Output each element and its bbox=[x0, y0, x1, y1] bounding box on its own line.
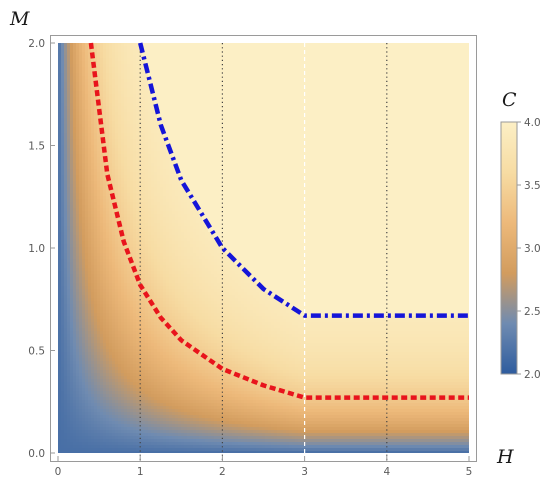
x-axis-ticks: 0 1 2 3 4 5 bbox=[55, 456, 473, 478]
y-tick-label: 0.0 bbox=[28, 448, 45, 460]
x-tick-label: 1 bbox=[137, 466, 144, 478]
y-tick-label: 0.5 bbox=[28, 346, 45, 358]
x-tick-label: 0 bbox=[55, 466, 62, 478]
y-tick-label: 2.0 bbox=[28, 38, 45, 50]
x-tick-label: 4 bbox=[383, 466, 390, 478]
colorbar-tick-label: 2.0 bbox=[524, 369, 541, 381]
colorbar-ticks: 2.0 2.5 3.0 3.5 4.0 bbox=[517, 117, 541, 381]
colorbar bbox=[501, 122, 517, 374]
y-axis-title: M bbox=[9, 8, 30, 30]
x-tick-label: 2 bbox=[219, 466, 226, 478]
y-tick-label: 1.5 bbox=[28, 141, 45, 153]
colorbar-tick-label: 3.0 bbox=[524, 243, 541, 255]
colorbar-tick-label: 3.5 bbox=[524, 180, 541, 192]
colorbar-title: C bbox=[502, 89, 517, 111]
y-tick-label: 1.0 bbox=[28, 243, 45, 255]
x-tick-label: 3 bbox=[301, 466, 308, 478]
x-tick-label: 5 bbox=[466, 466, 473, 478]
heatmap-surface bbox=[58, 43, 470, 455]
colorbar-tick-label: 4.0 bbox=[524, 117, 541, 129]
x-axis-title: H bbox=[496, 446, 514, 468]
colorbar-tick-label: 2.5 bbox=[524, 306, 541, 318]
